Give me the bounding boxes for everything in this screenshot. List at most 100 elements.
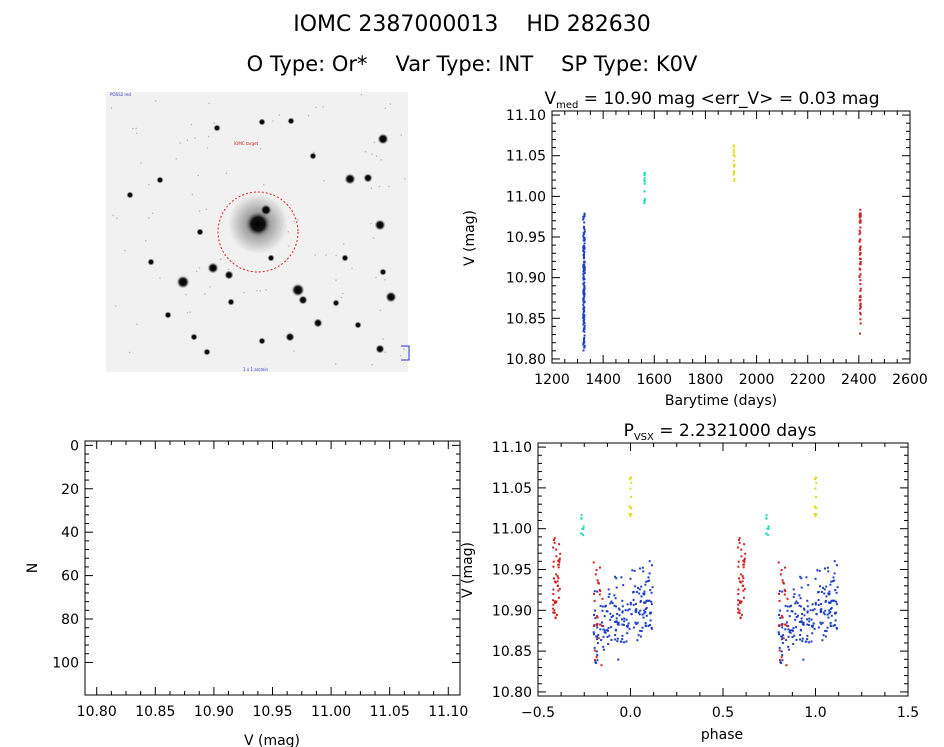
phase-point-season3 xyxy=(815,476,818,479)
lightcurve-point-season4 xyxy=(859,299,862,302)
lightcurve-point-season4 xyxy=(858,253,861,256)
phase-point-season1 xyxy=(645,600,648,603)
sky-star xyxy=(309,152,317,160)
sky-faint-star xyxy=(190,123,193,126)
phase-point-season2 xyxy=(765,514,768,517)
sky-faint-star xyxy=(136,323,138,326)
lightcurve-point-season1 xyxy=(583,324,586,327)
x-tick-label: 1.5 xyxy=(897,705,919,721)
phase-point-season1 xyxy=(827,616,830,619)
phase-point-season1 xyxy=(805,640,808,643)
sky-star xyxy=(196,228,204,236)
phase-point-season1 xyxy=(792,643,795,645)
phase-point-season1 xyxy=(820,602,822,605)
sky-faint-star xyxy=(335,363,337,366)
phase-point-season1 xyxy=(800,605,802,608)
sky-faint-star xyxy=(151,212,154,215)
phase-point-season1 xyxy=(822,611,825,614)
phase-point-season1 xyxy=(826,613,829,616)
lightcurve-point-season1 xyxy=(582,320,585,323)
lightcurve-point-season1 xyxy=(582,349,585,352)
phase-xlabel: phase xyxy=(701,727,743,743)
phase-point-season4 xyxy=(558,543,561,546)
phase-point-season1 xyxy=(604,629,607,632)
phase-point-season1 xyxy=(618,608,621,611)
phase-point-season1 xyxy=(648,624,651,626)
phase-point-season2 xyxy=(580,517,583,519)
sky-faint-star xyxy=(208,102,210,105)
phase-point-season1 xyxy=(781,659,784,662)
sky-faint-star xyxy=(364,150,367,153)
phase-point-season4b xyxy=(592,624,595,627)
phase-point-season4 xyxy=(742,589,745,592)
phase-point-season4 xyxy=(742,563,745,566)
phase-point-season1 xyxy=(632,603,635,606)
phase-point-season4b xyxy=(782,581,785,584)
phase-point-season4b xyxy=(783,588,786,591)
lightcurve-point-season1 xyxy=(582,313,585,316)
sky-star xyxy=(224,270,234,280)
phase-point-season1 xyxy=(781,642,784,644)
sky-faint-star xyxy=(225,172,228,174)
sky-faint-star xyxy=(340,296,343,299)
sky-faint-star xyxy=(372,237,375,239)
phase-point-season1 xyxy=(811,626,814,629)
phase-point-season4b xyxy=(599,590,602,593)
lightcurve-point-season1 xyxy=(583,238,586,241)
phase-point-season1 xyxy=(617,621,620,624)
phase-point-season1 xyxy=(632,599,635,601)
phase-point-season4 xyxy=(554,617,557,620)
phase-point-season1 xyxy=(650,611,653,614)
phase-point-season4 xyxy=(740,613,743,616)
lightcurve-point-season1 xyxy=(583,326,586,329)
phase-point-season1 xyxy=(614,638,617,641)
sky-star xyxy=(213,124,221,132)
lightcurve-point-season1 xyxy=(583,242,586,245)
phase-point-season1 xyxy=(621,638,624,640)
phase-point-season4 xyxy=(552,588,555,591)
phase-point-season4 xyxy=(558,559,561,561)
lightcurve-point-season4 xyxy=(858,212,861,215)
sky-faint-star xyxy=(378,185,381,188)
sky-faint-star xyxy=(112,214,114,217)
phase-point-season3 xyxy=(629,487,632,490)
title-types: O Type: Or* Var Type: INT SP Type: K0V xyxy=(0,52,944,76)
phase-point-season1 xyxy=(799,634,802,636)
phase-point-season1 xyxy=(803,608,806,611)
sky-faint-star xyxy=(371,363,374,366)
phase-point-season4 xyxy=(742,559,745,562)
phase-point-season4b xyxy=(781,579,784,582)
phase-point-season1 xyxy=(833,624,836,626)
sky-faint-star xyxy=(287,245,290,247)
phase-point-season1 xyxy=(817,591,819,594)
phase-point-season1 xyxy=(629,601,632,604)
phase-point-season4 xyxy=(738,600,741,603)
phase-point-season1 xyxy=(635,602,637,605)
phase-point-season1 xyxy=(597,634,600,637)
phase-point-season1 xyxy=(609,612,612,615)
phase-point-season1 xyxy=(639,635,642,638)
lightcurve-point-season4 xyxy=(859,208,862,211)
x-tick-label: 10.85 xyxy=(135,704,175,720)
lightcurve-point-season4 xyxy=(859,213,862,216)
phase-point-season1 xyxy=(823,613,826,616)
lightcurve-point-season3 xyxy=(733,177,736,180)
sky-faint-star xyxy=(148,217,150,219)
phase-point-season2 xyxy=(766,527,769,530)
phase-point-season4 xyxy=(557,566,560,569)
phase-point-season4b xyxy=(601,597,604,600)
phase-point-season1 xyxy=(622,584,625,587)
phase-axes: −0.5 0.0 0.5 1.0 1.5 10.80 10.85 10.90 10.95 11.0… xyxy=(492,440,919,721)
phase-point-season1 xyxy=(781,638,784,641)
phase-point-season1 xyxy=(811,632,814,635)
lightcurve-title: Vmed = 10.90 mag <err_V> = 0.03 mag xyxy=(544,89,879,111)
phase-point-season1 xyxy=(795,616,798,618)
phase-point-season3 xyxy=(630,513,633,516)
x-tick-label: 2600 xyxy=(892,372,928,388)
phase-point-season1 xyxy=(787,625,790,628)
phase-point-season4b xyxy=(779,659,781,662)
phase-point-season4 xyxy=(552,565,555,568)
phase-point-season4b xyxy=(595,614,598,617)
phase-point-season4b xyxy=(594,573,597,576)
phase-point-season4 xyxy=(737,588,740,591)
